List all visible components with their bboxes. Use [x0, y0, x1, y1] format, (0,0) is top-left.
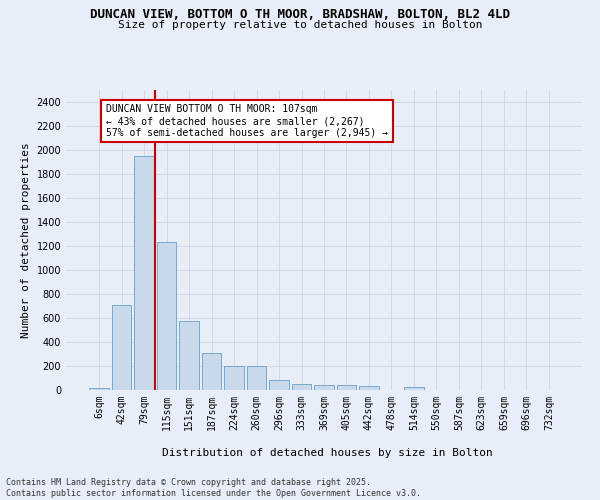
- Bar: [314, 385, 334, 390]
- Bar: [157, 242, 176, 390]
- Text: DUNCAN VIEW BOTTOM O TH MOOR: 107sqm
← 43% of detached houses are smaller (2,267: DUNCAN VIEW BOTTOM O TH MOOR: 107sqm ← 4…: [106, 104, 388, 138]
- Bar: [292, 384, 311, 390]
- Bar: [89, 388, 109, 390]
- Text: DUNCAN VIEW, BOTTOM O TH MOOR, BRADSHAW, BOLTON, BL2 4LD: DUNCAN VIEW, BOTTOM O TH MOOR, BRADSHAW,…: [90, 8, 510, 20]
- Text: Distribution of detached houses by size in Bolton: Distribution of detached houses by size …: [161, 448, 493, 458]
- Bar: [404, 387, 424, 390]
- Y-axis label: Number of detached properties: Number of detached properties: [21, 142, 31, 338]
- Bar: [359, 386, 379, 390]
- Bar: [179, 321, 199, 390]
- Bar: [202, 354, 221, 390]
- Bar: [337, 385, 356, 390]
- Bar: [247, 366, 266, 390]
- Bar: [112, 305, 131, 390]
- Text: Size of property relative to detached houses in Bolton: Size of property relative to detached ho…: [118, 20, 482, 30]
- Text: Contains HM Land Registry data © Crown copyright and database right 2025.
Contai: Contains HM Land Registry data © Crown c…: [6, 478, 421, 498]
- Bar: [269, 380, 289, 390]
- Bar: [134, 156, 154, 390]
- Bar: [224, 366, 244, 390]
